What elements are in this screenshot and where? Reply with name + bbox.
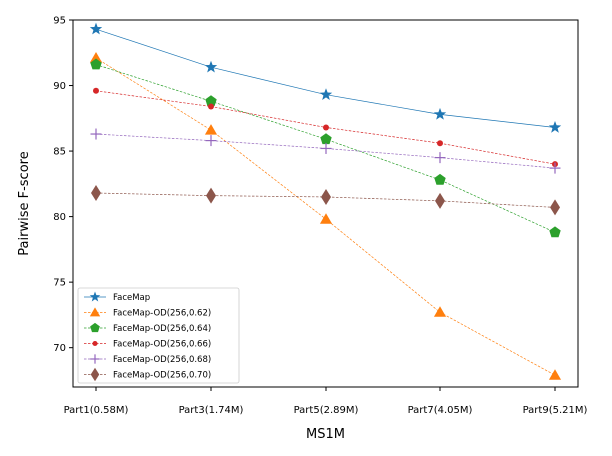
y-tick-label: 90 bbox=[53, 81, 66, 92]
series-5 bbox=[91, 185, 560, 215]
legend-marker bbox=[92, 341, 97, 346]
legend-box bbox=[78, 288, 239, 383]
data-point bbox=[206, 135, 217, 146]
x-axis-title: MS1M bbox=[306, 427, 345, 442]
data-point bbox=[91, 129, 102, 140]
legend-label: FaceMap-OD(256,0.64) bbox=[113, 324, 211, 334]
data-point bbox=[434, 306, 446, 317]
y-axis-title: Pairwise F-score bbox=[17, 151, 32, 255]
x-tick-label: Part9(5.21M) bbox=[523, 405, 588, 416]
data-point bbox=[434, 108, 446, 120]
y-tick-label: 75 bbox=[53, 278, 66, 289]
legend-label: FaceMap bbox=[113, 293, 150, 303]
line-chart: 70 75 80 85 90 95 Part1(0.58M) Part3(1.74M) Part… bbox=[0, 0, 612, 456]
data-point bbox=[549, 121, 561, 133]
legend-label: FaceMap-OD(256,0.66) bbox=[113, 340, 211, 350]
data-point bbox=[550, 163, 561, 174]
x-tick-label: Part1(0.58M) bbox=[64, 405, 129, 416]
series-0 bbox=[90, 23, 561, 133]
series-3 bbox=[93, 88, 558, 167]
data-point bbox=[549, 369, 561, 380]
data-point bbox=[435, 193, 445, 209]
data-point bbox=[320, 133, 331, 144]
x-tick-label: Part3(1.74M) bbox=[179, 405, 244, 416]
y-tick-label: 95 bbox=[53, 16, 66, 27]
data-point bbox=[205, 124, 217, 135]
data-point bbox=[93, 88, 99, 94]
data-point bbox=[321, 143, 332, 154]
data-point bbox=[434, 174, 445, 185]
data-point bbox=[435, 152, 446, 163]
x-tick-label: Part5(2.89M) bbox=[294, 405, 359, 416]
data-point bbox=[206, 188, 216, 204]
data-point bbox=[320, 88, 332, 100]
data-point bbox=[208, 104, 214, 110]
legend: FaceMap FaceMap-OD(256,0.62) FaceMap-OD(25… bbox=[78, 288, 239, 383]
legend-label: FaceMap-OD(256,0.68) bbox=[113, 355, 211, 365]
data-point bbox=[205, 61, 217, 73]
data-point bbox=[321, 189, 331, 205]
legend-label: FaceMap-OD(256,0.70) bbox=[113, 371, 211, 381]
data-point bbox=[90, 23, 102, 35]
data-point bbox=[550, 199, 560, 215]
data-point bbox=[437, 140, 443, 146]
data-point bbox=[323, 124, 329, 130]
legend-label: FaceMap-OD(256,0.62) bbox=[113, 309, 211, 319]
y-tick-label: 80 bbox=[53, 212, 66, 223]
x-tick-label: Part7(4.05M) bbox=[408, 405, 473, 416]
y-tick-label: 85 bbox=[53, 147, 66, 158]
y-tick-label: 70 bbox=[53, 343, 66, 354]
series-line bbox=[96, 29, 555, 127]
data-point bbox=[91, 185, 101, 201]
data-point bbox=[549, 226, 560, 237]
data-point bbox=[320, 213, 332, 224]
